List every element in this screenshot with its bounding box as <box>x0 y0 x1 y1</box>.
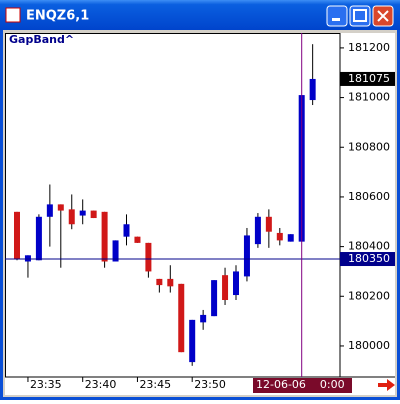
candle-body <box>14 211 20 260</box>
candle-body <box>211 280 218 317</box>
scroll-arrow[interactable] <box>378 379 395 391</box>
candle-body <box>200 314 207 323</box>
candle-body <box>276 232 283 241</box>
candle-body <box>79 210 86 216</box>
y-tick-label: 180200 <box>348 289 390 302</box>
x-tick-label: 23:50 <box>194 378 226 391</box>
cursor-label: 12-06-06 0:00 <box>256 378 345 391</box>
candle-body <box>189 319 196 363</box>
candle-body <box>145 242 152 272</box>
cursor-label-box <box>253 378 352 393</box>
candle-body <box>233 271 239 296</box>
x-tick-label: 23:35 <box>30 378 62 391</box>
candle-body <box>101 211 108 262</box>
chart-background <box>5 33 395 395</box>
candle-body <box>265 216 272 232</box>
candle-body <box>254 216 261 245</box>
candle-body <box>167 278 174 287</box>
reference-label-box <box>340 252 395 267</box>
x-tick-label: 23:45 <box>139 378 171 391</box>
candle-body <box>123 224 130 237</box>
last-price-box <box>340 71 395 86</box>
candle-body <box>68 209 75 225</box>
candle-body <box>90 210 97 219</box>
candle-body <box>57 204 64 211</box>
candle-body <box>112 240 119 262</box>
y-tick-label: 180400 <box>348 240 390 253</box>
y-tick-label: 181000 <box>348 91 390 104</box>
candle-body <box>24 255 31 262</box>
close-button[interactable] <box>372 5 394 27</box>
window-title: ENQZ6,1 <box>26 9 89 24</box>
window-icon <box>5 7 21 23</box>
reference-label: 180350 <box>348 252 390 265</box>
candle-body <box>35 216 42 261</box>
y-tick-label: 180600 <box>348 190 390 203</box>
candle-body <box>243 235 250 277</box>
candle-body <box>222 275 229 301</box>
candle-body <box>134 236 141 243</box>
candle-body <box>156 278 163 286</box>
y-tick-label: 181200 <box>348 41 390 54</box>
x-tick-label: 23:40 <box>85 378 117 391</box>
minimize-button[interactable] <box>326 5 348 27</box>
y-tick-label: 180800 <box>348 140 390 153</box>
y-tick-label: 180000 <box>348 339 390 352</box>
candle-body <box>46 204 53 217</box>
indicator-label: GapBand^ <box>9 33 74 46</box>
candle-body <box>287 234 294 242</box>
maximize-button[interactable] <box>349 5 371 27</box>
candle-body <box>309 78 316 101</box>
last-price-label: 181075 <box>348 72 390 85</box>
candle-body <box>178 283 185 353</box>
